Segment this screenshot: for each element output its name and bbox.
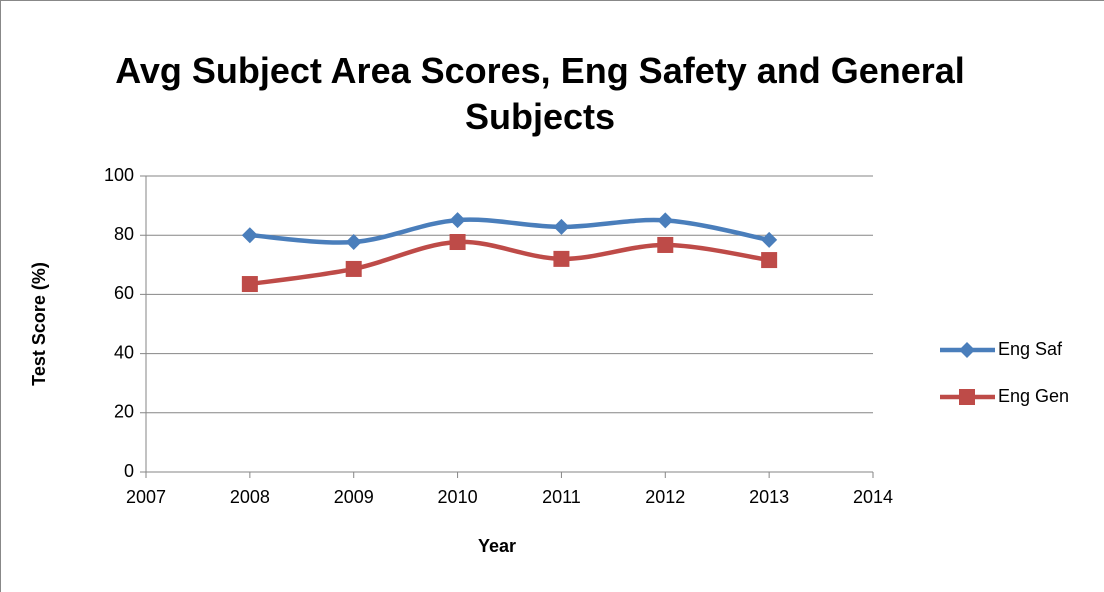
marker-square [761,252,778,269]
x-tick-label: 2011 [542,487,581,507]
y-tick-label: 80 [114,224,134,244]
x-tick-label: 2013 [749,487,789,507]
x-tick-label: 2007 [126,487,166,507]
marker-diamond [241,227,258,244]
marker-diamond [449,212,466,229]
series-line [249,217,770,245]
marker-diamond [345,234,362,251]
x-tick-label: 2009 [334,487,374,507]
x-tick-label: 2014 [853,487,893,507]
marker-square [345,260,362,277]
x-axis-title: Year [478,536,516,556]
marker-square [449,234,466,251]
marker-square [959,389,975,405]
marker-square [553,250,570,267]
y-tick-label: 100 [104,165,134,185]
y-tick-label: 20 [114,402,134,422]
marker-square [657,236,674,253]
y-axis-title: Test Score (%) [29,262,49,386]
x-tick-label: 2008 [230,487,270,507]
legend-label: Eng Gen [998,386,1069,406]
y-tick-label: 0 [124,461,134,481]
y-tick-label: 60 [114,283,134,303]
x-tick-label: 2012 [645,487,685,507]
legend-label: Eng Saf [998,339,1063,359]
marker-diamond [553,218,570,235]
y-tick-label: 40 [114,342,134,362]
marker-square [241,276,258,293]
marker-diamond [657,212,674,229]
marker-diamond [761,231,778,248]
series-line [249,239,770,287]
marker-diamond [959,342,975,358]
chart-title: Avg Subject Area Scores, Eng Safety and … [115,50,965,137]
x-tick-label: 2010 [438,487,478,507]
